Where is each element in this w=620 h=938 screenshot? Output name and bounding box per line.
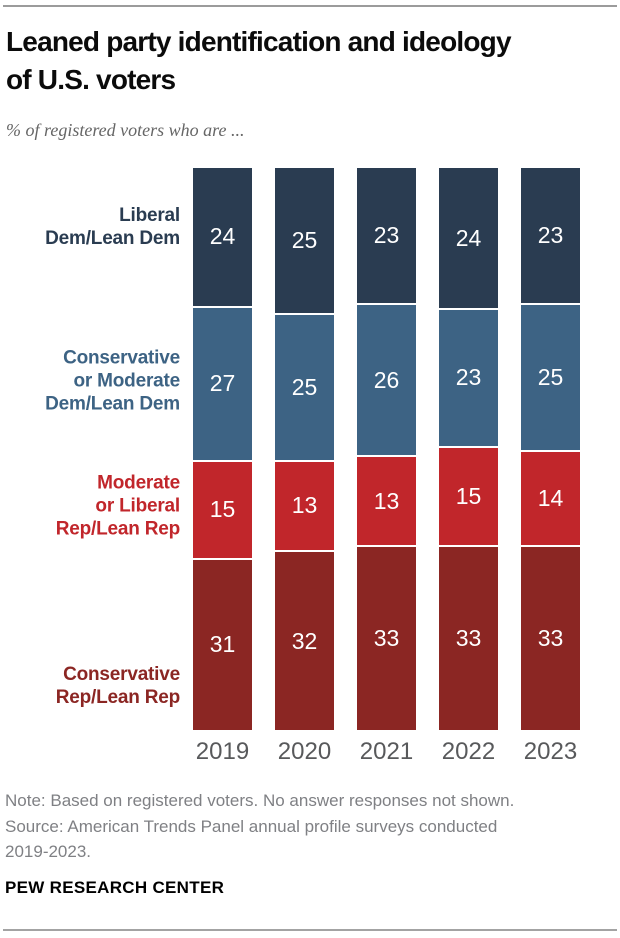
value-label: 23 <box>373 222 400 249</box>
bar-segment: 33 <box>357 545 416 731</box>
page-subtitle: % of registered voters who are ... <box>6 120 245 140</box>
year-label: 2023 <box>523 738 578 765</box>
category-label-line: Dem/Lean Dem <box>45 228 180 249</box>
bar-segment: 27 <box>193 305 252 460</box>
bar-segment: 23 <box>521 168 580 304</box>
value-label: 25 <box>291 226 318 253</box>
note-line-1: Note: Based on registered voters. No ans… <box>5 791 515 810</box>
value-label: 13 <box>291 492 318 519</box>
bar-segment: 25 <box>275 312 334 460</box>
bar-segment: 13 <box>357 455 416 546</box>
value-label: 32 <box>291 627 318 654</box>
bar-2023: 23 25 14 33 <box>521 168 580 730</box>
value-label: 24 <box>209 223 236 250</box>
category-label-line: Moderate <box>97 472 180 494</box>
value-label: 27 <box>209 370 236 397</box>
category-label-line: Rep/Lean Rep <box>55 518 180 540</box>
bar-segment: 26 <box>357 303 416 456</box>
category-label-line: Liberal <box>119 205 180 226</box>
value-label: 25 <box>537 364 564 391</box>
page-title: Leaned party identification and ideology… <box>6 23 610 99</box>
bar-segment: 15 <box>439 445 498 546</box>
bar-2021: 23 26 13 33 <box>357 168 416 731</box>
value-label: 33 <box>455 625 482 652</box>
bars: 24 27 15 31 25 25 13 32 23 26 13 33 24 23 15 33 23 25 14 33 <box>193 168 580 731</box>
bar-segment: 25 <box>275 168 334 313</box>
category-label-1: Conservative or Moderate Dem/Lean Dem <box>0 347 180 416</box>
bar-segment: 24 <box>439 168 498 309</box>
value-label: 25 <box>291 373 318 400</box>
value-label: 23 <box>537 222 564 249</box>
note-line-2: Source: American Trends Panel annual pro… <box>5 816 498 836</box>
bar-segment: 23 <box>357 168 416 304</box>
year-label: 2020 <box>277 738 332 765</box>
x-axis-labels: 2019 2020 2021 2022 2023 <box>193 738 580 766</box>
value-label: 15 <box>209 496 236 523</box>
year-label: 2022 <box>441 738 496 765</box>
value-label: 23 <box>455 364 482 391</box>
bar-segment: 33 <box>439 545 498 730</box>
page-title-line-1: Leaned party identification and ideology <box>6 26 512 57</box>
category-label-line: or Moderate <box>73 370 180 392</box>
bottom-rule <box>3 929 617 931</box>
category-label-line: Dem/Lean Dem <box>45 393 180 415</box>
value-label: 15 <box>455 483 482 509</box>
category-label-line: Conservative <box>63 664 180 685</box>
value-label: 31 <box>209 631 236 658</box>
bar-2019: 24 27 15 31 <box>193 168 252 730</box>
bar-2022: 24 23 15 33 <box>439 168 498 730</box>
year-label: 2021 <box>359 738 414 765</box>
bar-segment: 15 <box>193 459 252 558</box>
bar-segment: 13 <box>275 459 334 551</box>
note-line-3: 2019-2023. <box>5 842 92 861</box>
page-title-line-2: of U.S. voters <box>6 64 176 95</box>
bar-segment: 25 <box>521 303 580 451</box>
note-text: Note: Based on registered voters. No ans… <box>5 788 615 865</box>
bar-segment: 33 <box>521 545 580 730</box>
category-label-2: Moderate or Liberal Rep/Lean Rep <box>0 472 180 541</box>
value-label: 33 <box>537 625 564 652</box>
bar-segment: 14 <box>521 450 580 546</box>
bar-segment: 32 <box>275 550 334 730</box>
category-label-0: Liberal Dem/Lean Dem <box>0 204 180 250</box>
category-label-3: Conservative Rep/Lean Rep <box>0 663 180 709</box>
value-label: 13 <box>373 487 400 514</box>
bar-segment: 31 <box>193 557 252 730</box>
category-label-line: Rep/Lean Rep <box>55 687 180 708</box>
bar-segment: 24 <box>193 168 252 306</box>
value-label: 33 <box>373 625 400 652</box>
value-label: 24 <box>455 224 482 251</box>
bar-2020: 25 25 13 32 <box>275 168 334 730</box>
value-label: 26 <box>373 366 400 393</box>
bar-segment: 23 <box>439 308 498 446</box>
category-label-line: Conservative <box>63 347 180 369</box>
year-label: 2019 <box>195 738 250 765</box>
top-rule <box>3 5 617 7</box>
value-label: 14 <box>537 485 564 512</box>
category-label-line: or Liberal <box>95 495 180 517</box>
brand-pew-research-center: PEW RESEARCH CENTER <box>5 878 225 897</box>
